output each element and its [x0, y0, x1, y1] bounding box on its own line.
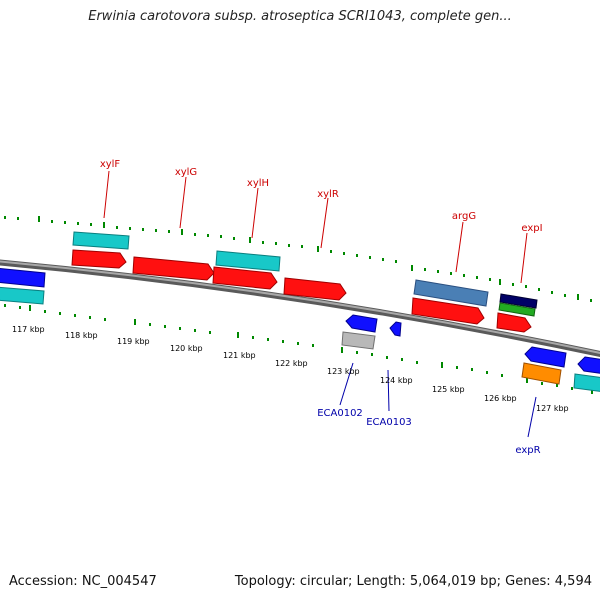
- gene-label-expR[interactable]: expR: [515, 445, 540, 456]
- forward-gene-track: [71, 231, 538, 333]
- kbp-label: 127 kbp: [536, 404, 569, 413]
- accession-text: Accession: NC_004547: [9, 574, 157, 589]
- gene-feature[interactable]: [573, 373, 600, 392]
- upper-dotted-track: [4, 216, 592, 302]
- gene-feature[interactable]: [413, 279, 489, 307]
- gene-feature[interactable]: [72, 231, 130, 250]
- gene-label-xylR[interactable]: xylR: [317, 189, 339, 200]
- kbp-label: 118 kbp: [65, 331, 98, 340]
- gene-label-ECA0102[interactable]: ECA0102: [317, 408, 363, 419]
- gene-label-xylG[interactable]: xylG: [175, 167, 197, 178]
- gene-feature[interactable]: [496, 312, 532, 333]
- reverse-gene-track: [0, 267, 600, 392]
- kbp-label: 120 kbp: [170, 344, 203, 353]
- kbp-label: 122 kbp: [275, 359, 308, 368]
- gene-feature[interactable]: [132, 256, 215, 281]
- kbp-label: 124 kbp: [380, 376, 413, 385]
- gene-feature[interactable]: [524, 346, 567, 368]
- gene-label-expI[interactable]: expI: [521, 223, 542, 234]
- kbp-label: 126 kbp: [484, 394, 517, 403]
- gene-feature[interactable]: [0, 267, 46, 288]
- gene-feature[interactable]: [0, 286, 45, 305]
- genome-summary-text: Topology: circular; Length: 5,064,019 bp…: [234, 574, 592, 589]
- gene-feature[interactable]: [283, 277, 347, 301]
- kbp-label: 123 kbp: [327, 367, 360, 376]
- gene-label-xylH[interactable]: xylH: [247, 178, 269, 189]
- gene-label-argG[interactable]: argG: [452, 211, 476, 222]
- gene-feature[interactable]: [389, 321, 402, 337]
- kbp-label: 117 kbp: [12, 325, 45, 334]
- top-label-leaders: [103, 170, 528, 284]
- kbp-label: 125 kbp: [432, 385, 465, 394]
- kbp-scale-labels: 117 kbp 118 kbp 119 kbp 120 kbp 121 kbp …: [12, 325, 569, 413]
- gene-feature[interactable]: [499, 293, 538, 309]
- gene-feature[interactable]: [498, 302, 536, 317]
- gene-label-ECA0103[interactable]: ECA0103: [366, 417, 412, 428]
- kbp-label: 121 kbp: [223, 351, 256, 360]
- gene-feature[interactable]: [341, 331, 376, 350]
- gene-feature[interactable]: [411, 297, 485, 325]
- chromosome-backbone: [0, 259, 600, 358]
- lower-dotted-track: [4, 304, 593, 394]
- bottom-gene-labels: ECA0102 ECA0103 expR: [317, 408, 540, 456]
- gene-feature[interactable]: [521, 362, 562, 385]
- gene-feature[interactable]: [345, 314, 378, 333]
- gene-feature[interactable]: [215, 250, 281, 272]
- gene-feature[interactable]: [212, 266, 278, 290]
- gene-feature[interactable]: [577, 356, 600, 374]
- genome-title: Erwinia carotovora subsp. atroseptica SC…: [88, 9, 512, 24]
- bottom-label-leaders: [339, 362, 537, 438]
- top-gene-labels: xylF xylG xylH xylR argG expI: [100, 159, 543, 234]
- kbp-label: 119 kbp: [117, 337, 150, 346]
- gene-feature[interactable]: [71, 249, 127, 269]
- gene-label-xylF[interactable]: xylF: [100, 159, 121, 170]
